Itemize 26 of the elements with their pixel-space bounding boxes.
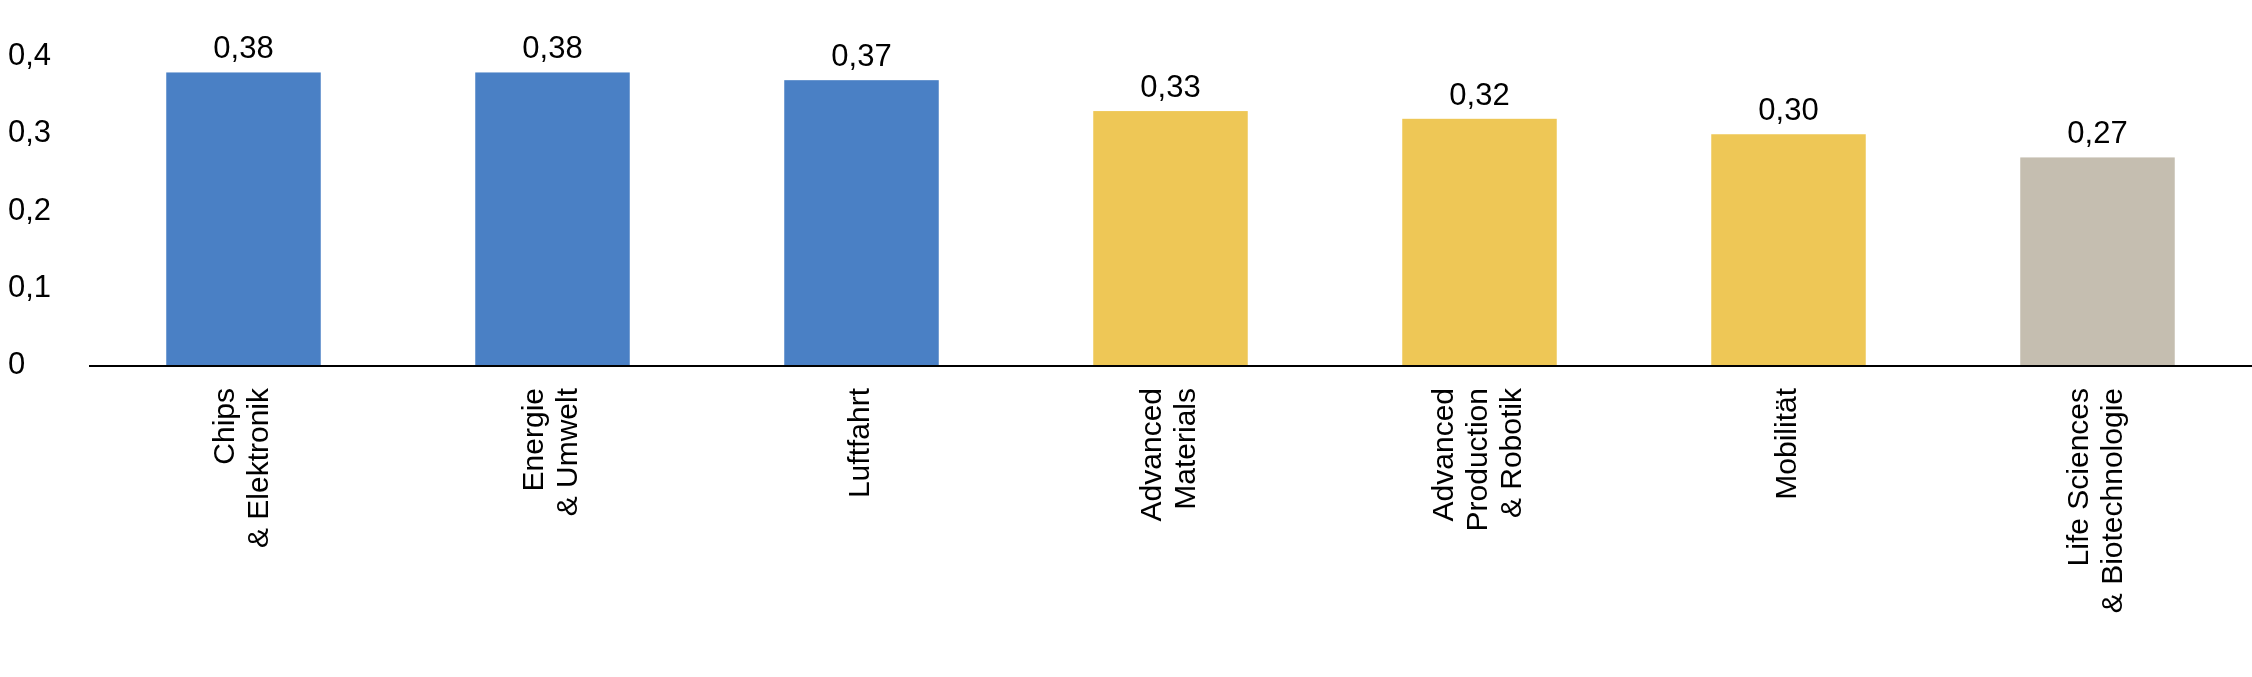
x-tick-label: Advanced Production & Robotik [1426, 387, 1528, 532]
x-tick-label: Life Sciences & Biotechnologie [2061, 388, 2129, 614]
data-label: 0,32 [1449, 76, 1510, 112]
data-label: 0,38 [522, 30, 583, 66]
y-tick-label: 0,4 [8, 37, 52, 73]
bar [784, 80, 939, 366]
x-tick-label: Energie & Umwelt [516, 387, 584, 517]
x-tick-label: Mobilität [1769, 387, 1803, 500]
bar [2020, 157, 2175, 366]
data-label: 0,37 [831, 38, 892, 74]
data-label: 0,38 [213, 30, 274, 66]
data-label: 0,33 [1140, 69, 1201, 105]
bar [166, 72, 321, 366]
x-tick-label: Advanced Materials [1134, 388, 1202, 522]
y-tick-label: 0,2 [8, 191, 52, 227]
bar [1711, 134, 1866, 366]
y-tick-label: 0,3 [8, 114, 52, 150]
y-tick-label: 0,1 [8, 268, 52, 304]
data-label: 0,30 [1758, 92, 1819, 128]
data-label: 0,27 [2067, 115, 2128, 151]
bar [475, 72, 630, 366]
y-tick-label: 0 [8, 346, 26, 382]
bar [1093, 111, 1248, 366]
x-tick-label: Chips & Elektronik [207, 387, 275, 549]
bar [1402, 118, 1557, 366]
x-tick-label: Luftfahrt [842, 387, 876, 499]
